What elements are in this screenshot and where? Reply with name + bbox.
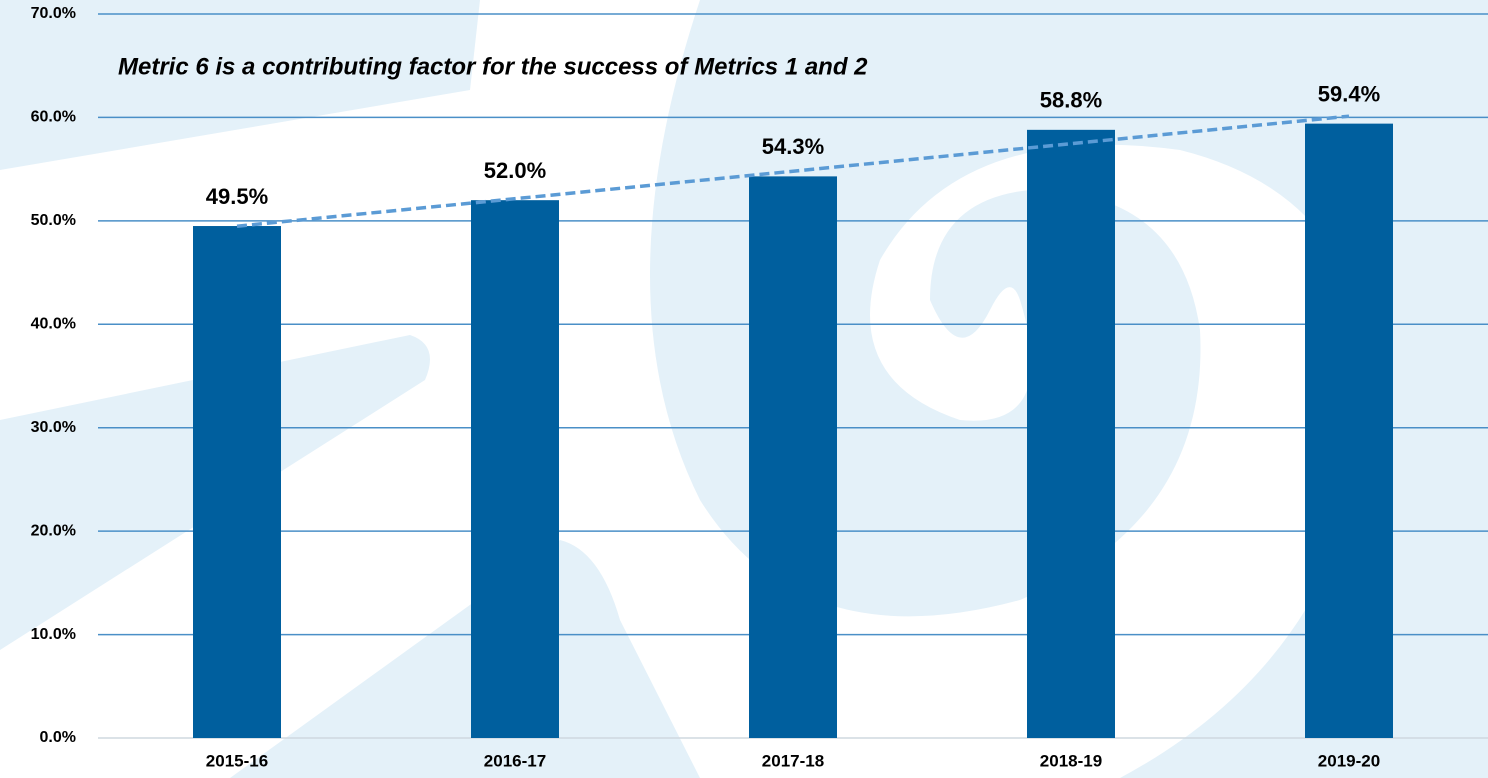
trendline: [236, 114, 1350, 228]
x-tick-label: 2015-16: [206, 751, 268, 770]
y-tick-label: 50.0%: [31, 212, 76, 229]
value-label: 59.4%: [1318, 81, 1380, 106]
x-tick-label: 2018-19: [1040, 751, 1102, 770]
chart-title: Metric 6 is a contributing factor for th…: [118, 53, 868, 80]
value-label: 52.0%: [484, 158, 546, 183]
x-tick-label: 2019-20: [1318, 751, 1380, 770]
y-tick-label: 30.0%: [31, 419, 76, 436]
bar: [1305, 123, 1393, 739]
value-label: 49.5%: [206, 184, 268, 209]
bar: [471, 200, 559, 738]
y-tick-label: 70.0%: [31, 5, 76, 22]
x-tick-label: 2017-18: [762, 751, 824, 770]
y-tick-label: 40.0%: [31, 316, 76, 333]
value-label: 58.8%: [1040, 88, 1102, 113]
x-tick-label: 2016-17: [484, 751, 546, 770]
bar: [1027, 129, 1115, 739]
y-tick-label: 0.0%: [40, 729, 76, 746]
value-label: 54.3%: [762, 134, 824, 159]
bar: [193, 226, 281, 738]
y-tick-label: 60.0%: [31, 109, 76, 126]
bar: [749, 176, 837, 738]
y-tick-label: 20.0%: [31, 522, 76, 539]
y-tick-label: 10.0%: [31, 626, 76, 643]
